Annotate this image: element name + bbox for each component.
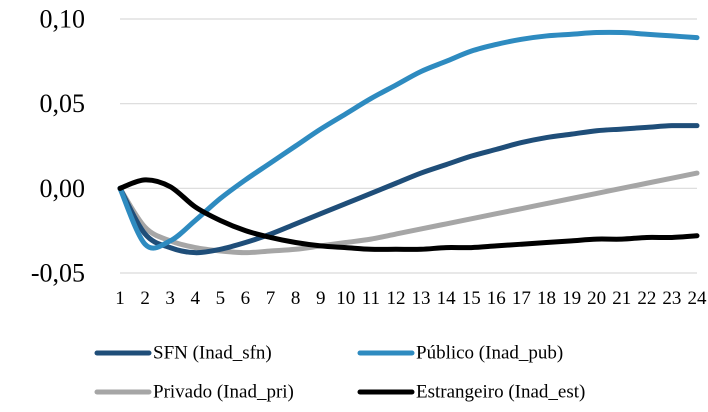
x-tick-label: 24: [688, 288, 708, 309]
x-tick-label: 10: [336, 288, 355, 309]
grid-layer: [120, 18, 697, 274]
legend-item: SFN (Inad_sfn): [94, 343, 272, 364]
x-tick-label: 17: [512, 288, 531, 309]
y-axis: -0,05 0,00 0,05 0,10: [31, 5, 85, 288]
x-tick-label: 20: [587, 288, 606, 309]
x-tick-label: 12: [386, 288, 405, 309]
x-tick-label: 13: [412, 288, 431, 309]
legend-item: Público (Inad_pub): [357, 343, 563, 364]
x-axis: 1 2 3 4 5 6 7 8 9 10 11 12 13 14 15 16 17 18 19 20 21 22 23 24: [115, 288, 707, 309]
series-line: [117, 29, 700, 251]
x-tick-label: 1: [115, 288, 125, 309]
x-tick-label: 8: [291, 288, 301, 309]
x-tick-label: 21: [612, 288, 631, 309]
x-tick-label: 16: [487, 288, 506, 309]
x-tick-label: 9: [316, 288, 326, 309]
x-tick-label: 2: [140, 288, 150, 309]
legend-label: Estrangeiro (Inad_est): [416, 382, 585, 403]
x-tick-label: 15: [462, 288, 481, 309]
series-line: [117, 177, 700, 252]
series-layer: [117, 29, 700, 256]
x-tick-label: 14: [437, 288, 457, 309]
y-tick-label: -0,05: [31, 259, 85, 288]
legend-label: SFN (Inad_sfn): [153, 343, 272, 364]
x-tick-label: 5: [216, 288, 226, 309]
x-tick-label: 18: [537, 288, 556, 309]
x-tick-label: 19: [562, 288, 581, 309]
x-tick-label: 23: [662, 288, 681, 309]
y-tick-label: 0,10: [40, 5, 86, 34]
legend-item: Estrangeiro (Inad_est): [357, 382, 585, 403]
legend-label: Público (Inad_pub): [416, 343, 563, 364]
legend-label: Privado (Inad_pri): [153, 382, 294, 403]
series-line: [117, 123, 700, 256]
x-tick-label: 11: [362, 288, 380, 309]
x-tick-label: 3: [165, 288, 175, 309]
legend: SFN (Inad_sfn) Público (Inad_pub) Privado …: [94, 343, 585, 403]
x-tick-label: 6: [241, 288, 251, 309]
y-tick-label: 0,00: [40, 174, 86, 203]
legend-item: Privado (Inad_pri): [94, 382, 294, 403]
y-tick-label: 0,05: [40, 89, 86, 118]
x-tick-label: 4: [191, 288, 201, 309]
x-tick-label: 7: [266, 288, 276, 309]
x-tick-label: 22: [637, 288, 656, 309]
